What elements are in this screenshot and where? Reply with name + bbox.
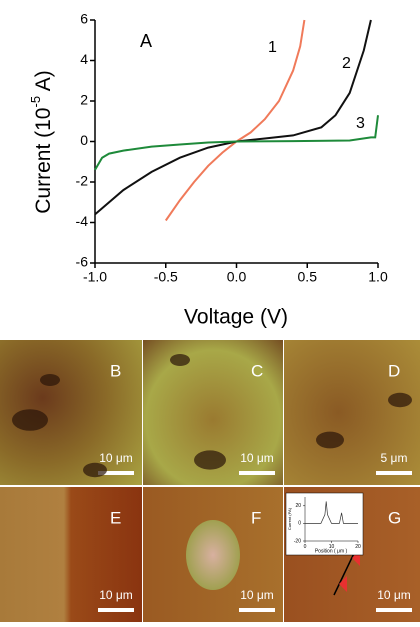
x-tick-label: -0.5	[154, 269, 178, 285]
dark-spot	[12, 409, 48, 431]
curve-label: 3	[356, 115, 365, 132]
marker	[339, 576, 347, 592]
dark-spot	[40, 374, 60, 386]
data-line	[305, 501, 358, 524]
data-line	[94, 19, 372, 216]
panel-label: B	[110, 361, 121, 380]
scale-label: 10 μm	[240, 588, 274, 602]
panel-label: F	[251, 508, 261, 527]
y-axis-title-part: A)	[32, 70, 55, 96]
y-tick-label: 4	[80, 51, 88, 67]
scale-label: 10 μm	[377, 588, 411, 602]
x-tick-label: 1.0	[368, 269, 388, 285]
scale-label: 10 μm	[99, 588, 133, 602]
panel-label: G	[388, 508, 401, 527]
x-tick-label: 0.0	[227, 269, 247, 285]
panel-label: D	[388, 361, 400, 380]
inset-bg	[285, 492, 364, 556]
panel-label: A	[140, 31, 152, 51]
pore	[186, 520, 240, 590]
micrographs: B 10 μm C 10 μm D 5 μm E 10 μm F 10 μm G 10 μm	[0, 340, 420, 622]
x-tick-label: 20	[355, 544, 361, 550]
y-tick-label: -20	[294, 538, 301, 544]
dark-spot	[194, 450, 226, 470]
curve-label: 2	[342, 55, 351, 72]
panel-label: E	[110, 508, 121, 527]
x-tick-label: 10	[329, 544, 335, 550]
x-tick-label: 0.5	[298, 269, 318, 285]
dark-spot	[83, 462, 107, 478]
y-tick-label: 0	[298, 521, 301, 527]
y-tick-label: 2	[80, 92, 88, 108]
x-tick-label: 0	[304, 544, 307, 550]
micrograph	[284, 340, 420, 485]
dark-spot	[316, 431, 344, 449]
y-tick-label: -4	[76, 213, 89, 229]
x-tick-label: -1.0	[83, 269, 107, 285]
y-tick-label: -2	[76, 173, 89, 189]
micrograph	[0, 487, 142, 622]
data-line	[164, 19, 306, 222]
inset-y-title: Current (PA)	[287, 507, 292, 530]
dark-spot	[388, 392, 412, 408]
scale-label: 10 μm	[99, 451, 133, 465]
curve-label: 1	[268, 39, 277, 56]
y-tick-label: 6	[80, 11, 88, 27]
y-tick-label: 0	[80, 132, 88, 148]
y-axis-title-part: -5	[28, 96, 43, 108]
x-axis-title: Voltage (V)	[184, 306, 288, 329]
y-tick-label: 20	[295, 503, 301, 509]
iv-chart: -1.0 -0.5 0.0 0.5 1.0 -6 -4 -2 0 2 4 6 A 1 2 3 Voltage (…	[28, 11, 388, 329]
panel-label: C	[251, 361, 263, 380]
inset-x-title: Position ( μm )	[315, 548, 348, 554]
scale-label: 5 μm	[381, 451, 408, 465]
dark-spot	[170, 354, 190, 366]
scale-label: 10 μm	[240, 451, 274, 465]
y-axis-title-part: Current (10	[32, 108, 55, 214]
data-line	[94, 115, 379, 171]
y-tick-label: -6	[76, 254, 89, 270]
y-axis-title: Current (10-5 A)	[28, 70, 55, 213]
